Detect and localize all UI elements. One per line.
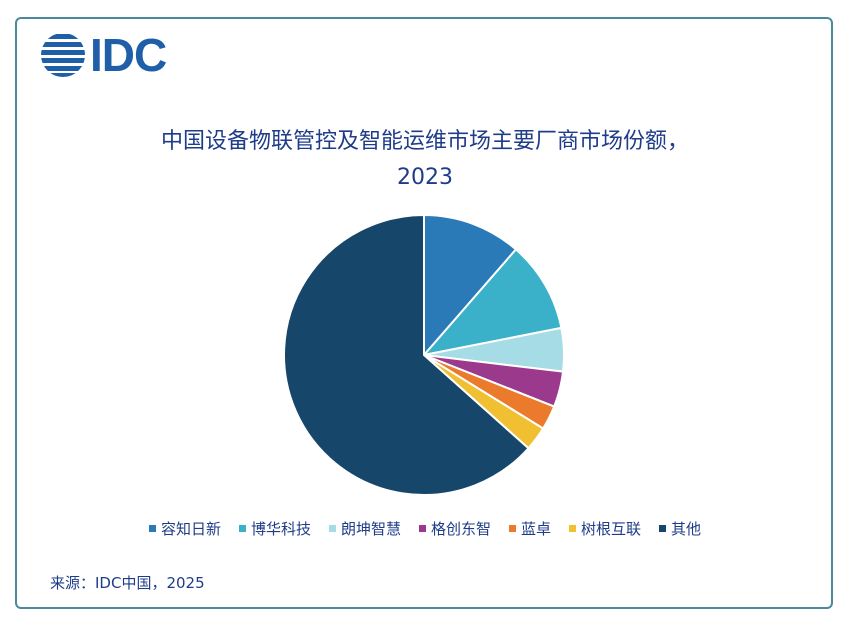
chart-title: 中国设备物联管控及智能运维市场主要厂商市场份额，2023 (160, 129, 689, 190)
legend-swatch (328, 525, 336, 532)
legend-swatch (569, 525, 577, 532)
legend-label: 其他 (671, 520, 702, 538)
legend-label: 容知日新 (160, 520, 221, 538)
legend-item: 博华科技 (238, 518, 311, 539)
legend-item: 其他 (659, 518, 701, 539)
legend-label: 蓝卓 (521, 520, 552, 538)
legend-swatch (418, 525, 426, 532)
legend-swatch (148, 525, 156, 532)
legend-item: 容知日新 (148, 518, 221, 539)
legend-item: 格创东智 (418, 518, 491, 539)
legend-label: 朗坤智慧 (340, 520, 401, 538)
legend-item: 树根互联 (569, 518, 641, 539)
legend-label: 树根互联 (581, 520, 642, 538)
pie-slice (423, 213, 518, 358)
card (15, 17, 833, 609)
legend-item: 蓝卓 (509, 518, 551, 539)
legend-swatch (238, 525, 246, 532)
pie-slice (421, 247, 563, 357)
legend-label: 格创东智 (430, 520, 491, 538)
logo: IDC (40, 28, 167, 82)
source: 来源：IDC中国，2025 (50, 574, 205, 592)
pie-slice (283, 213, 530, 496)
logo-text: IDC (90, 29, 167, 81)
legend-swatch (509, 525, 516, 532)
legend-swatch (659, 525, 667, 532)
legend-label: 博华科技 (250, 520, 311, 538)
logo-globe (41, 34, 85, 77)
legend-item: 朗坤智慧 (328, 518, 401, 539)
legend: 容知日新 博华科技 朗坤智慧 格创东智 蓝卓 树根互联 其他 (0, 518, 850, 539)
